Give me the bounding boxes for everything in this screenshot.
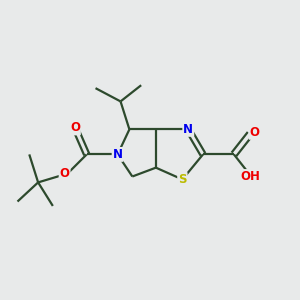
Text: O: O xyxy=(60,167,70,180)
Text: N: N xyxy=(183,123,193,136)
Text: N: N xyxy=(112,148,123,161)
Text: S: S xyxy=(178,173,187,186)
Text: O: O xyxy=(250,126,260,139)
Text: O: O xyxy=(70,122,80,134)
Text: OH: OH xyxy=(240,170,260,183)
